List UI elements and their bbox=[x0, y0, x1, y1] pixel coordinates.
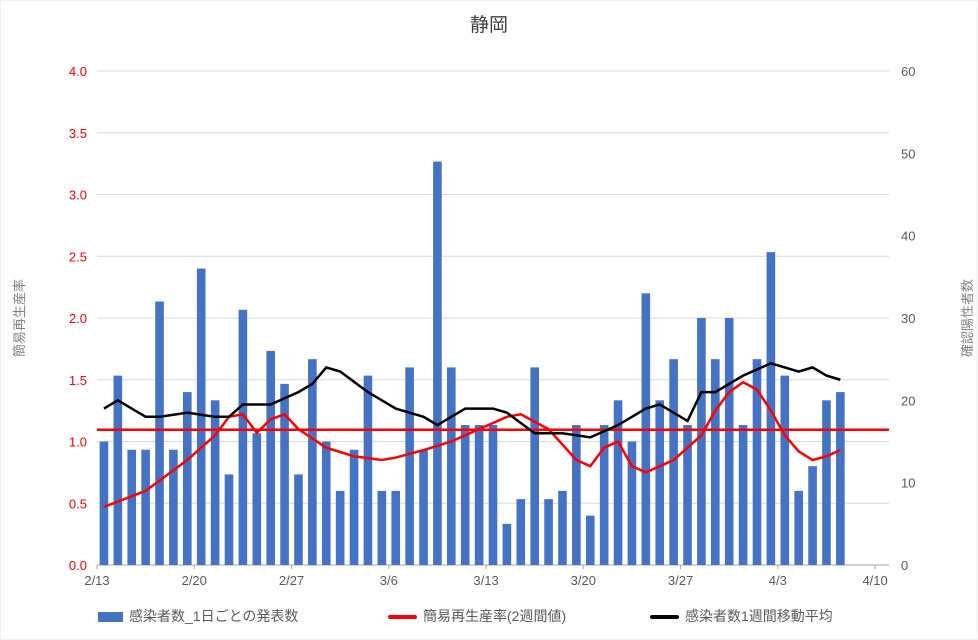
svg-text:30: 30 bbox=[901, 311, 915, 326]
svg-text:3/6: 3/6 bbox=[380, 573, 398, 588]
svg-text:4/10: 4/10 bbox=[862, 573, 887, 588]
svg-text:2.0: 2.0 bbox=[69, 311, 87, 326]
svg-text:50: 50 bbox=[901, 146, 915, 161]
svg-text:2/20: 2/20 bbox=[182, 573, 207, 588]
svg-text:3/27: 3/27 bbox=[668, 573, 693, 588]
svg-text:40: 40 bbox=[901, 229, 915, 244]
svg-text:0.0: 0.0 bbox=[69, 558, 87, 573]
svg-text:1.0: 1.0 bbox=[69, 435, 87, 450]
svg-text:60: 60 bbox=[901, 64, 915, 79]
svg-text:4/3: 4/3 bbox=[769, 573, 787, 588]
svg-text:3/20: 3/20 bbox=[571, 573, 596, 588]
svg-text:10: 10 bbox=[901, 476, 915, 491]
svg-text:0.5: 0.5 bbox=[69, 496, 87, 511]
svg-text:3.5: 3.5 bbox=[69, 126, 87, 141]
svg-text:20: 20 bbox=[901, 393, 915, 408]
svg-text:0: 0 bbox=[901, 558, 908, 573]
svg-text:1.5: 1.5 bbox=[69, 373, 87, 388]
svg-text:3.0: 3.0 bbox=[69, 188, 87, 203]
svg-text:3/13: 3/13 bbox=[473, 573, 498, 588]
svg-text:2/13: 2/13 bbox=[84, 573, 109, 588]
svg-text:2.5: 2.5 bbox=[69, 249, 87, 264]
svg-text:4.0: 4.0 bbox=[69, 64, 87, 79]
svg-text:2/27: 2/27 bbox=[279, 573, 304, 588]
